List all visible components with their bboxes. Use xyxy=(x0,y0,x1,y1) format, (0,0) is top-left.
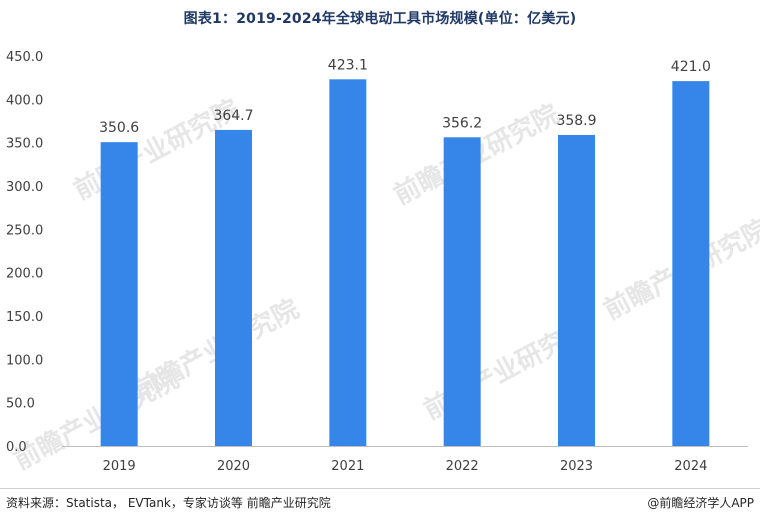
data-label-2023: 358.9 xyxy=(556,113,596,129)
data-label-2019: 350.6 xyxy=(99,120,139,136)
bar-2020 xyxy=(215,129,252,446)
x-tick-label-2024: 2024 xyxy=(674,459,707,474)
x-axis-ticks: 2019 2020 2021 2022 2023 2024 xyxy=(103,459,708,474)
x-tick-label-2022: 2022 xyxy=(446,459,479,474)
x-tick-label-2021: 2021 xyxy=(331,459,364,474)
data-label-2022: 356.2 xyxy=(442,115,482,131)
bar-2021 xyxy=(329,79,367,447)
bar-2024 xyxy=(672,81,710,446)
x-tick-label-2020: 2020 xyxy=(217,459,250,474)
x-tick-label-2023: 2023 xyxy=(560,459,593,474)
y-axis-ticks: 0.0 50.0 100.0 150.0 200.0 250.0 300.0 350.0 400… xyxy=(6,50,43,455)
data-label-2020: 364.7 xyxy=(213,108,253,124)
y-tick-label: 0.0 xyxy=(6,440,27,455)
y-tick-label: 450.0 xyxy=(6,50,43,65)
bar-2019 xyxy=(100,142,138,446)
source-note: 资料来源：Statista， EVTank，专家访谈等 前瞻产业研究院 xyxy=(6,496,331,510)
y-tick-label: 150.0 xyxy=(6,310,43,325)
bar-2022 xyxy=(443,137,481,446)
data-label-2021: 423.1 xyxy=(328,57,368,73)
bar-2023 xyxy=(558,134,595,446)
data-labels-layer: 350.6 364.7 423.1 356.2 358.9 421.0 xyxy=(99,57,711,136)
y-tick-label: 400.0 xyxy=(6,93,43,108)
chart-title: 图表1：2019-2024年全球电动工具市场规模(单位：亿美元) xyxy=(183,11,577,27)
y-tick-label: 350.0 xyxy=(6,137,43,152)
watermark-text: 前瞻产业研究院 xyxy=(9,363,184,476)
x-tick-label-2019: 2019 xyxy=(103,459,136,474)
bars-layer xyxy=(100,79,710,447)
brand-note: @前瞻经济学人APP xyxy=(647,496,754,510)
y-tick-label: 250.0 xyxy=(6,223,43,238)
y-tick-label: 200.0 xyxy=(6,267,43,282)
data-label-2024: 421.0 xyxy=(671,59,711,75)
bar-chart: 前瞻产业研究院前瞻产业研究院前瞻产业研究院前瞻产业研究院前瞻产业研究院前瞻产业研… xyxy=(6,50,760,476)
footer-divider xyxy=(0,488,760,489)
y-tick-label: 300.0 xyxy=(6,180,43,195)
y-tick-label: 100.0 xyxy=(6,353,43,368)
y-tick-label: 50.0 xyxy=(6,397,35,412)
